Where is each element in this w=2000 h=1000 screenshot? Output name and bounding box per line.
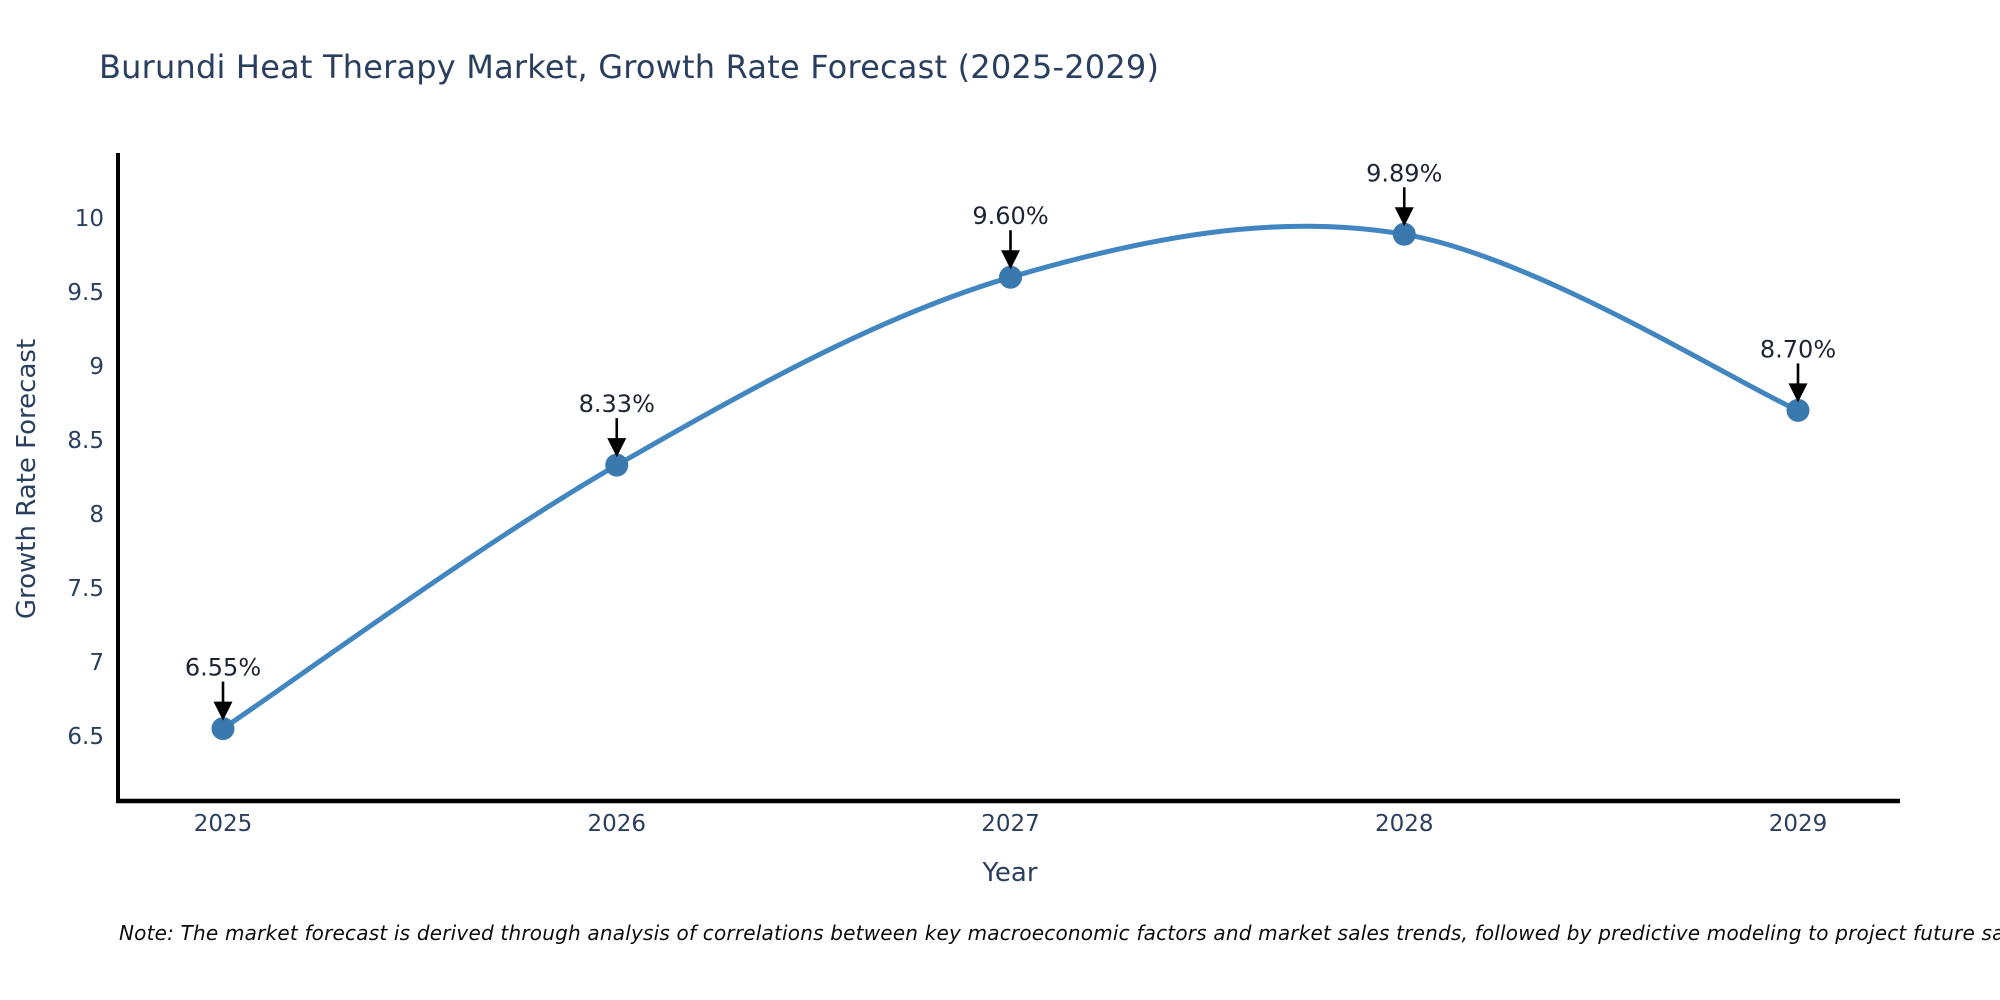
annotation-arrow-head xyxy=(607,438,627,458)
data-point-marker xyxy=(999,265,1022,289)
x-tick-label: 2028 xyxy=(1375,811,1434,837)
data-point-marker xyxy=(605,453,629,477)
x-axis-title: Year xyxy=(982,858,1038,888)
annotation-arrow-head xyxy=(1001,250,1020,270)
x-tick-label: 2025 xyxy=(194,811,253,837)
x-tick-label: 2026 xyxy=(587,811,646,837)
forecast-line xyxy=(220,223,1801,732)
data-point-marker xyxy=(1786,398,1810,422)
footnote: Note: The market forecast is derived thr… xyxy=(119,921,2000,945)
x-tick-label: 2027 xyxy=(981,811,1040,837)
y-tick-label: 7 xyxy=(89,650,104,676)
y-tick-label: 10 xyxy=(75,206,104,232)
data-point-value-label: 8.70% xyxy=(1760,335,1836,363)
x-tick-label: 2029 xyxy=(1769,811,1828,837)
data-point-marker xyxy=(1392,222,1416,246)
data-point-value-label: 8.33% xyxy=(579,390,655,418)
data-point-marker xyxy=(211,717,235,741)
y-tick-label: 8 xyxy=(89,502,104,528)
chart-title: Burundi Heat Therapy Market, Growth Rate… xyxy=(99,48,1160,86)
data-point-value-label: 9.89% xyxy=(1366,159,1442,187)
annotation-arrow-head xyxy=(1788,383,1808,403)
y-tick-label: 6.5 xyxy=(67,724,104,750)
data-point-value-label: 9.60% xyxy=(972,202,1048,230)
y-tick-label: 9 xyxy=(89,354,104,380)
y-tick-label: 9.5 xyxy=(67,280,104,306)
annotation-arrow-head xyxy=(1394,207,1414,227)
data-point-value-label: 6.55% xyxy=(185,654,261,682)
y-tick-label: 7.5 xyxy=(67,576,104,602)
annotation-arrow-head xyxy=(213,701,233,721)
y-tick-label: 8.5 xyxy=(67,428,104,454)
